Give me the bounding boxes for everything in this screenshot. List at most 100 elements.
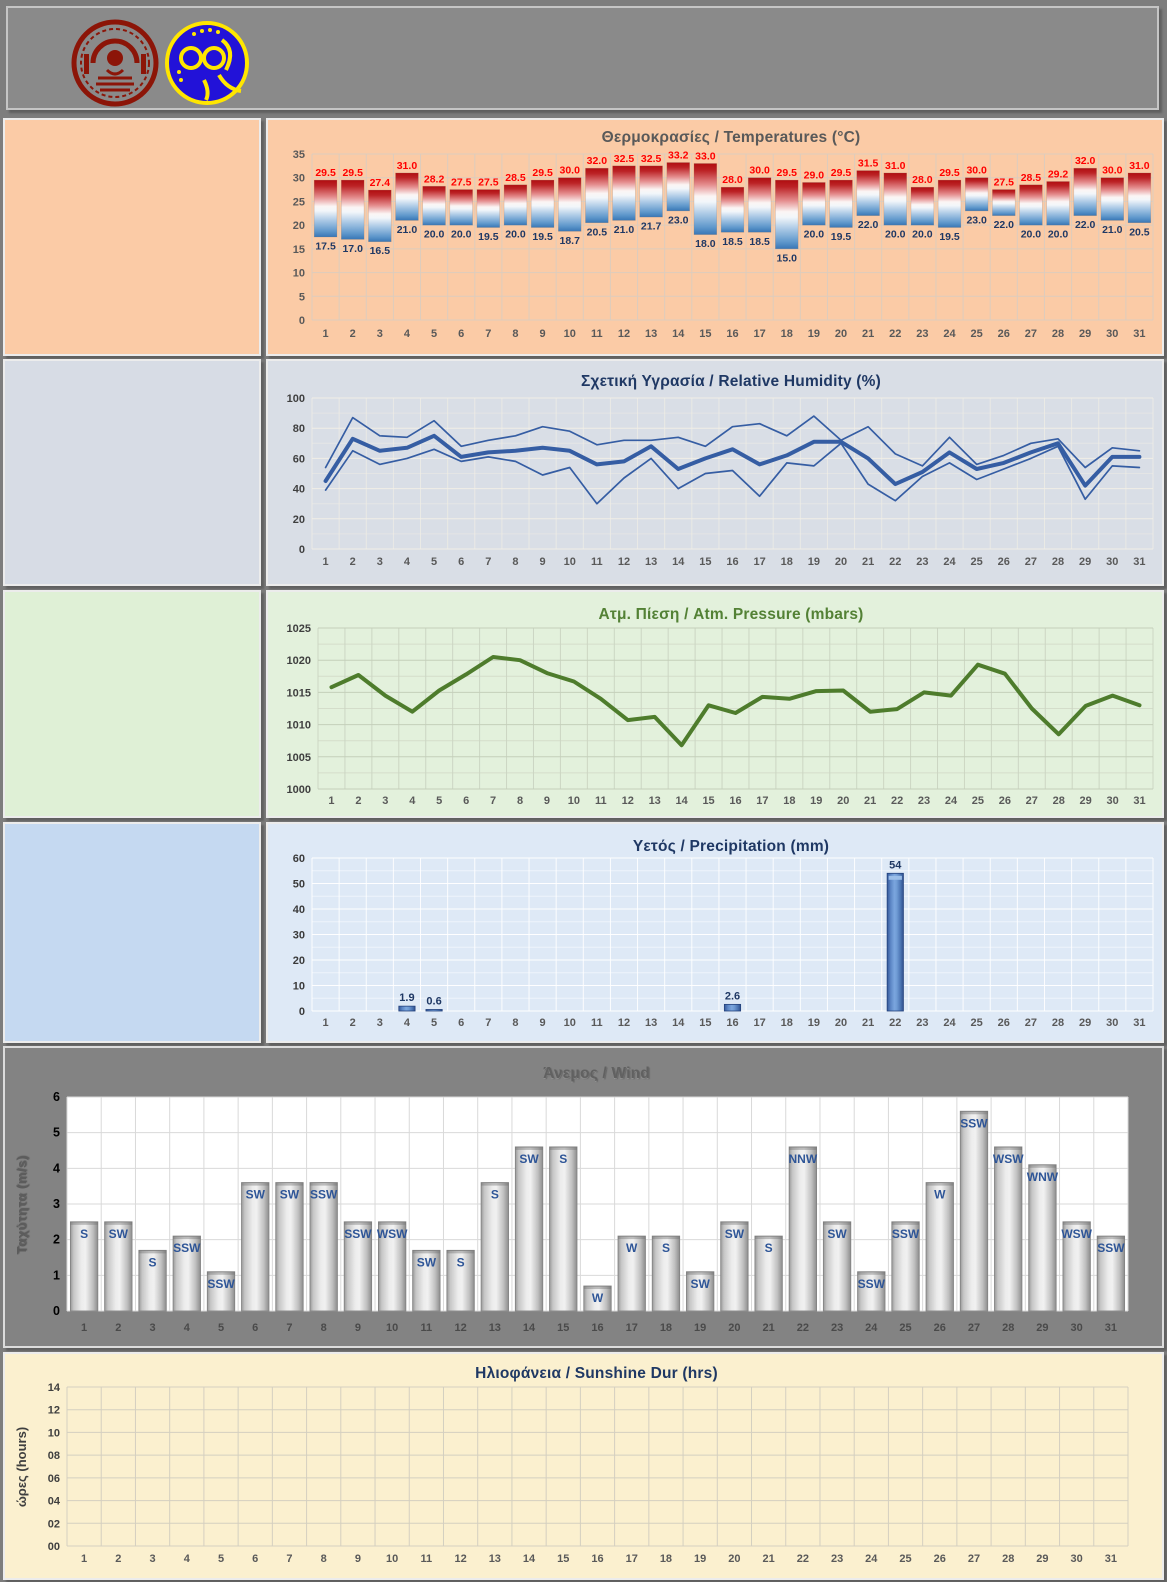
svg-text:22: 22 [889, 1017, 901, 1029]
svg-text:21.7: 21.7 [641, 221, 662, 233]
svg-text:29.5: 29.5 [315, 167, 336, 179]
svg-text:6: 6 [252, 1553, 258, 1565]
svg-text:31: 31 [1133, 556, 1145, 568]
svg-text:SSW: SSW [960, 1116, 988, 1130]
svg-text:10: 10 [568, 795, 580, 807]
svg-text:0.6: 0.6 [426, 995, 441, 1007]
svg-text:NNW: NNW [789, 1152, 818, 1166]
svg-text:33.0: 33.0 [695, 150, 716, 162]
svg-text:27: 27 [1025, 1017, 1037, 1029]
svg-text:14: 14 [523, 1322, 536, 1334]
svg-text:26: 26 [934, 1322, 946, 1334]
svg-text:16: 16 [591, 1322, 603, 1334]
svg-text:23: 23 [918, 795, 930, 807]
svg-text:10: 10 [293, 268, 305, 280]
svg-text:23.0: 23.0 [966, 214, 987, 226]
svg-text:30: 30 [293, 173, 305, 185]
svg-text:19.5: 19.5 [532, 231, 553, 243]
svg-text:25: 25 [972, 795, 984, 807]
svg-text:0: 0 [299, 544, 305, 556]
svg-text:31.0: 31.0 [885, 160, 906, 172]
svg-text:19.5: 19.5 [939, 231, 960, 243]
svg-text:26: 26 [998, 556, 1010, 568]
svg-text:30: 30 [1106, 556, 1118, 568]
svg-text:22: 22 [797, 1553, 809, 1565]
swimming-club-logo [164, 20, 250, 111]
svg-text:04: 04 [48, 1496, 61, 1508]
svg-text:SW: SW [691, 1277, 711, 1291]
svg-text:19: 19 [808, 556, 820, 568]
svg-text:19: 19 [808, 1017, 820, 1029]
svg-text:21: 21 [763, 1322, 775, 1334]
svg-text:SW: SW [280, 1188, 300, 1202]
humidity-chart-title: Σχετική Υγρασία / Relative Humidity (%) [580, 373, 881, 390]
svg-text:20.0: 20.0 [451, 229, 472, 241]
svg-text:17: 17 [754, 556, 766, 568]
svg-text:24: 24 [943, 1017, 956, 1029]
svg-text:31: 31 [1105, 1553, 1117, 1565]
svg-text:29: 29 [1036, 1322, 1048, 1334]
svg-text:0: 0 [299, 315, 305, 327]
svg-text:30: 30 [1071, 1553, 1083, 1565]
svg-text:18: 18 [781, 1017, 793, 1029]
svg-text:29: 29 [1079, 556, 1091, 568]
svg-text:31.0: 31.0 [1129, 160, 1150, 172]
svg-text:15.0: 15.0 [777, 252, 798, 264]
svg-text:11: 11 [591, 1017, 603, 1029]
svg-text:11: 11 [421, 1553, 433, 1565]
svg-text:33.2: 33.2 [668, 150, 689, 162]
svg-text:S: S [457, 1255, 465, 1269]
svg-text:00: 00 [48, 1541, 60, 1553]
svg-text:3: 3 [53, 1197, 60, 1211]
svg-text:21: 21 [864, 795, 876, 807]
wind-chart-title: Άνεμος / Wind [543, 1065, 650, 1082]
pressure-side-panel [3, 590, 261, 818]
svg-text:22.0: 22.0 [994, 219, 1015, 231]
svg-text:28: 28 [1002, 1322, 1014, 1334]
wind-chart-panel: 0 1 2 3 4 5 6 1 2 3 4 5 6 7 8 9 10 11 12 13 14 15 16 17 18 19 20 21… [3, 1046, 1164, 1348]
svg-text:12: 12 [454, 1322, 466, 1334]
svg-text:21: 21 [763, 1553, 775, 1565]
svg-text:30: 30 [1106, 1017, 1118, 1029]
svg-text:13: 13 [649, 795, 661, 807]
svg-text:5: 5 [299, 291, 305, 303]
svg-text:2: 2 [350, 1017, 356, 1029]
svg-text:SW: SW [725, 1227, 745, 1241]
svg-text:S: S [491, 1188, 499, 1202]
svg-text:6: 6 [53, 1090, 60, 1104]
svg-text:22: 22 [889, 328, 901, 340]
svg-text:29.5: 29.5 [939, 167, 960, 179]
svg-text:31: 31 [1133, 1017, 1145, 1029]
svg-text:17: 17 [756, 795, 768, 807]
svg-text:6: 6 [458, 328, 464, 340]
svg-text:25: 25 [293, 196, 305, 208]
svg-text:100: 100 [287, 393, 305, 405]
svg-text:31: 31 [1105, 1322, 1117, 1334]
svg-text:17: 17 [626, 1553, 638, 1565]
svg-text:8: 8 [321, 1553, 327, 1565]
svg-text:19: 19 [694, 1553, 706, 1565]
svg-text:23: 23 [916, 328, 928, 340]
svg-text:30.0: 30.0 [749, 165, 770, 177]
svg-text:2: 2 [53, 1233, 60, 1247]
svg-text:28.5: 28.5 [505, 172, 526, 184]
svg-text:26: 26 [998, 1017, 1010, 1029]
svg-text:28.0: 28.0 [912, 174, 933, 186]
svg-text:12: 12 [618, 556, 630, 568]
svg-text:1: 1 [81, 1322, 87, 1334]
svg-text:S: S [149, 1255, 157, 1269]
svg-text:27.5: 27.5 [994, 177, 1015, 189]
svg-text:18.5: 18.5 [722, 236, 743, 248]
svg-text:12: 12 [618, 328, 630, 340]
svg-text:20.0: 20.0 [505, 229, 526, 241]
svg-text:20: 20 [835, 1017, 847, 1029]
svg-text:30: 30 [1106, 795, 1118, 807]
svg-text:8: 8 [512, 328, 518, 340]
svg-text:18.7: 18.7 [560, 235, 581, 247]
temperature-chart-panel: 0 5 10 15 20 25 30 35 1 2 3 4 5 6 7 8 9 10 11 12 13 14 15 16 17 1… [266, 118, 1164, 356]
svg-text:1015: 1015 [287, 687, 311, 699]
svg-text:7: 7 [490, 795, 496, 807]
svg-text:5: 5 [218, 1553, 224, 1565]
